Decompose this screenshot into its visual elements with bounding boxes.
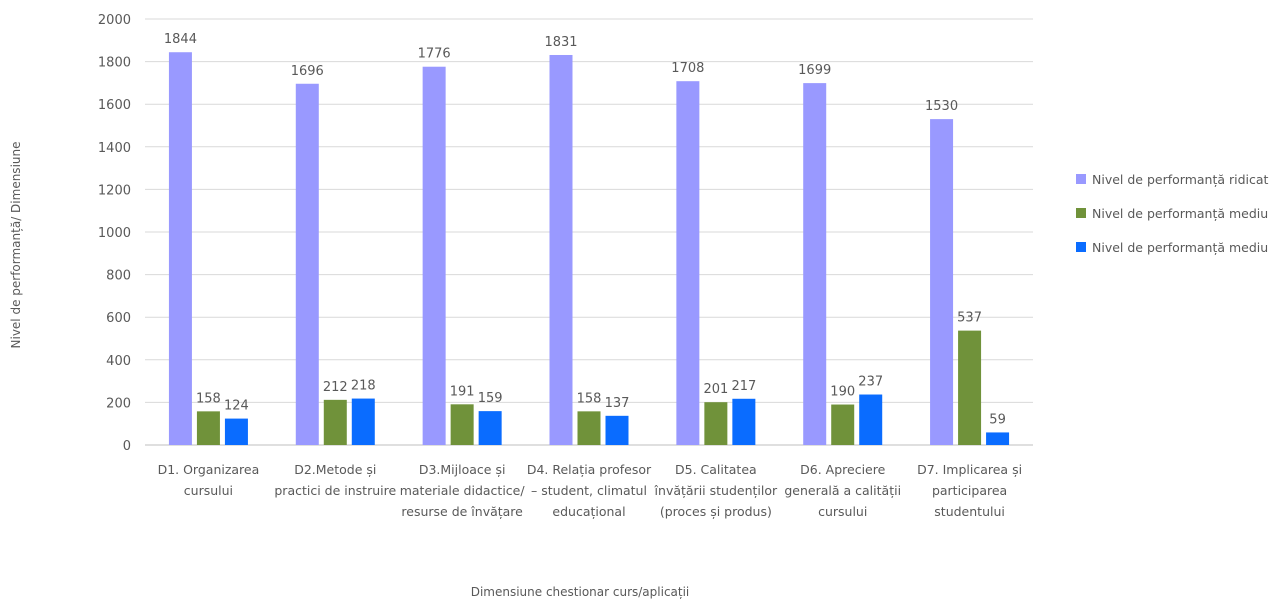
bar: [422, 66, 446, 445]
x-axis-title: Dimensiune chestionar curs/aplicații: [471, 585, 690, 599]
x-category-label: D7. Implicarea și participarea studentului: [917, 462, 1022, 519]
bar: [478, 411, 502, 445]
x-category-label: D5. Calitatea învățării studenților (proce…: [654, 462, 778, 519]
x-axis-categories: D1. Organizarea cursului D2.Metode și pract…: [158, 462, 1022, 519]
y-tick-label: 1000: [98, 226, 131, 241]
y-tick-label: 1200: [98, 183, 131, 198]
bar: [549, 54, 573, 445]
x-category-label: D4. Relația profesor – student, climatul e…: [527, 462, 652, 519]
bar: [831, 404, 855, 445]
y-tick-label: 200: [106, 396, 131, 411]
legend-item: Nivel de performanță ridicat: [1076, 162, 1268, 196]
data-label: 124: [224, 399, 249, 414]
x-category-label: D1. Organizarea cursului: [158, 462, 260, 498]
data-label: 1699: [798, 63, 831, 78]
bar: [196, 411, 220, 445]
bar: [803, 83, 827, 445]
bar: [704, 402, 728, 445]
data-label: 537: [957, 311, 982, 326]
data-label: 190: [830, 385, 855, 400]
bar: [577, 411, 601, 445]
data-label: 158: [196, 391, 221, 406]
bar: [605, 415, 629, 445]
y-axis-title: Nivel de performanță/ Dimensiune: [9, 142, 23, 349]
bar: [295, 83, 319, 445]
y-axis-ticks: 0 200 400 600 800 1000 1200 1400 1600 1800 2000: [98, 13, 131, 454]
legend-swatch: [1076, 242, 1086, 252]
data-label: 191: [450, 384, 475, 399]
bars: [168, 52, 1010, 446]
y-tick-label: 1400: [98, 141, 131, 156]
legend-label: Nivel de performanță mediu: [1092, 205, 1269, 221]
x-category-label: D3.Mijloace și materiale didactice/resurs…: [400, 462, 526, 519]
y-tick-label: 800: [106, 269, 131, 284]
bar: [676, 81, 700, 446]
legend-item: Nivel de performanță mediu: [1076, 230, 1268, 264]
bar: [323, 399, 347, 445]
data-label: 218: [351, 379, 376, 394]
legend: Nivel de performanță ridicat Nivel de per…: [1076, 162, 1268, 264]
data-label: 212: [323, 380, 348, 395]
bar: [224, 418, 248, 445]
y-tick-label: 2000: [98, 13, 131, 28]
bar: [859, 394, 883, 445]
y-tick-label: 1800: [98, 56, 131, 71]
bar: [732, 398, 756, 445]
y-tick-label: 1600: [98, 98, 131, 113]
y-tick-label: 0: [123, 439, 131, 454]
data-label: 217: [731, 379, 756, 394]
y-tick-label: 400: [106, 354, 131, 369]
bar: [930, 119, 954, 446]
data-label: 1776: [418, 47, 451, 62]
y-tick-label: 600: [106, 311, 131, 326]
legend-label: Nivel de performanță mediu: [1092, 239, 1269, 255]
bar: [351, 398, 375, 445]
legend-swatch: [1076, 208, 1086, 218]
data-label: 1844: [164, 32, 197, 47]
legend-swatch: [1076, 174, 1086, 184]
data-label: 1696: [291, 64, 324, 79]
bar: [958, 330, 982, 445]
data-label: 59: [989, 412, 1006, 427]
data-label: 159: [478, 391, 503, 406]
x-category-label: D2.Metode și practici de instruire: [274, 462, 396, 498]
bar: [450, 404, 474, 445]
data-label: 1530: [925, 99, 958, 114]
data-label: 1708: [671, 61, 704, 76]
data-label: 201: [703, 382, 728, 397]
data-label: 1831: [544, 35, 577, 50]
data-label: 158: [577, 391, 602, 406]
data-label: 137: [605, 396, 630, 411]
x-category-label: D6. Apreciere generală a calității cursulu…: [784, 462, 901, 519]
bar: [168, 52, 192, 446]
bar: [986, 432, 1010, 445]
data-label: 237: [858, 375, 883, 390]
legend-label: Nivel de performanță ridicat: [1092, 171, 1269, 187]
legend-item: Nivel de performanță mediu: [1076, 196, 1268, 230]
gridlines: [145, 18, 1033, 446]
